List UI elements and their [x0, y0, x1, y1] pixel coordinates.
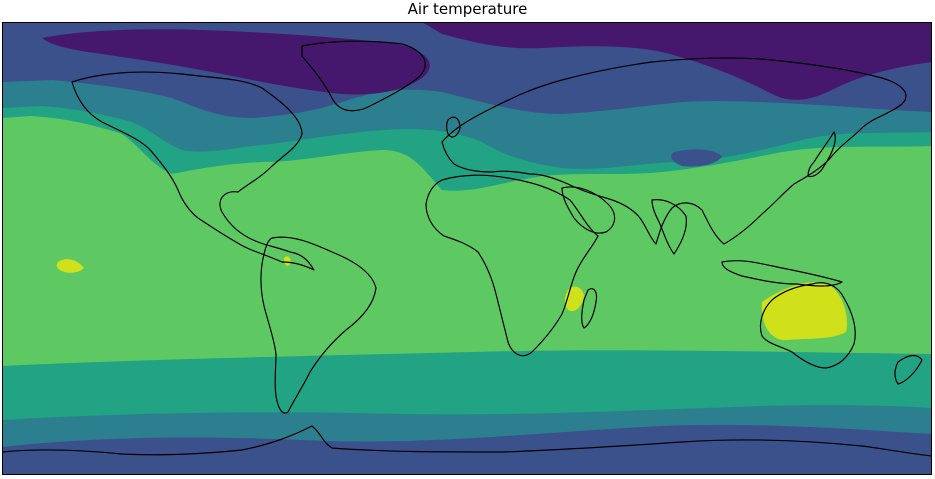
coast-south-america	[260, 236, 377, 414]
coast-australia	[759, 282, 856, 369]
map-svg	[2, 22, 932, 475]
map-border	[2, 22, 932, 475]
coast-indonesia	[721, 260, 843, 287]
warm-spot-australia	[761, 282, 848, 341]
coast-india	[651, 199, 687, 255]
warm-spot-amazon	[284, 256, 291, 266]
map-title: Air temperature	[407, 0, 528, 18]
band-level-2-east-asia	[671, 149, 722, 167]
coast-north-america	[71, 71, 315, 271]
coast-madagascar	[581, 288, 598, 329]
coast-arabia	[561, 186, 616, 234]
coast-uk	[445, 116, 461, 138]
coast-greenland	[301, 40, 426, 112]
coastlines	[2, 40, 932, 475]
map-frame	[2, 22, 932, 475]
band-level-3-caspian	[557, 139, 614, 162]
coast-africa	[425, 174, 599, 357]
coast-antarctica	[2, 425, 932, 475]
warm-spot-madagascar	[565, 286, 584, 312]
band-level-1-arctic	[42, 29, 430, 95]
coast-eurasia	[441, 57, 907, 245]
warm-spot-pacific	[56, 259, 84, 273]
coast-new-zealand	[894, 354, 923, 385]
band-level-2-south	[2, 424, 932, 475]
band-level-1-north	[2, 22, 932, 100]
coast-japan	[807, 131, 836, 178]
